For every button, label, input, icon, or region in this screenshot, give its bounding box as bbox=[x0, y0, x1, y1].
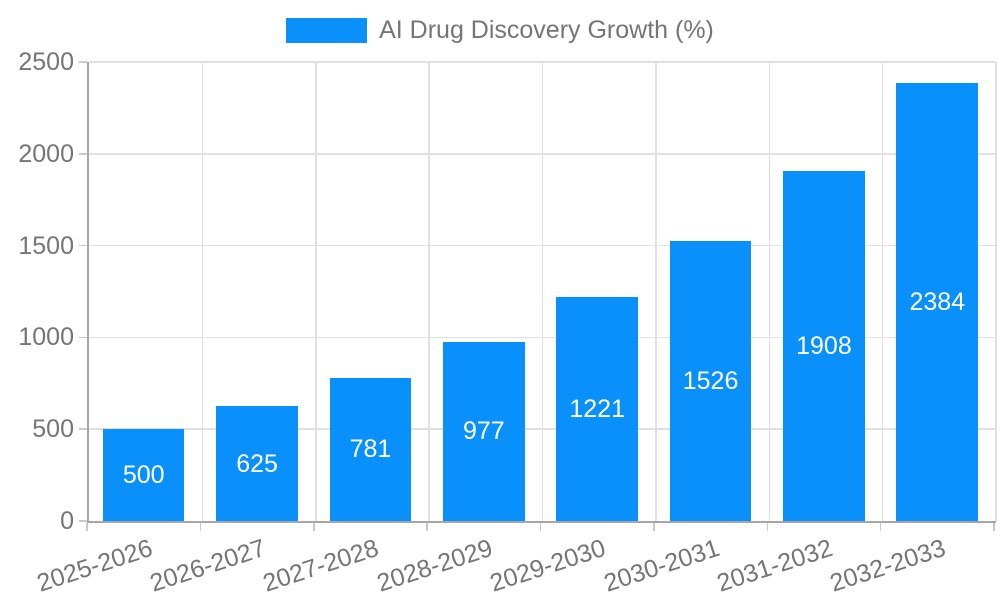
y-axis-tick-label: 0 bbox=[60, 507, 74, 535]
bar-value-label: 1221 bbox=[569, 394, 625, 423]
bar: 625 bbox=[216, 406, 298, 521]
bar: 2384 bbox=[896, 83, 979, 521]
y-tick-mark bbox=[79, 336, 87, 339]
x-gridline bbox=[201, 62, 204, 521]
x-gridline bbox=[995, 62, 997, 521]
x-tick-mark bbox=[539, 523, 542, 531]
legend-swatch bbox=[286, 17, 368, 43]
bar-value-label: 1908 bbox=[796, 331, 852, 360]
plot-area bbox=[87, 61, 997, 523]
y-tick-mark bbox=[79, 520, 87, 522]
x-gridline bbox=[768, 62, 770, 521]
x-gridline bbox=[655, 62, 657, 521]
bar-value-label: 781 bbox=[349, 435, 392, 464]
x-tick-mark bbox=[993, 523, 995, 531]
x-tick-mark bbox=[199, 523, 202, 531]
y-axis-tick-label: 2500 bbox=[18, 48, 74, 76]
x-gridline bbox=[315, 62, 317, 521]
y-tick-mark bbox=[79, 61, 87, 63]
x-tick-mark bbox=[879, 523, 882, 531]
y-axis-tick-label: 500 bbox=[32, 415, 74, 444]
bar: 977 bbox=[442, 341, 525, 521]
bar-value-label: 625 bbox=[236, 449, 278, 478]
y-tick-mark bbox=[79, 244, 87, 247]
bar-value-label: 1526 bbox=[682, 366, 739, 395]
x-gridline bbox=[881, 62, 884, 521]
y-axis-tick-label: 2000 bbox=[18, 139, 74, 168]
x-gridline bbox=[428, 62, 430, 521]
legend[interactable]: AI Drug Discovery Growth (%) bbox=[0, 15, 1000, 45]
x-gridline bbox=[541, 62, 544, 521]
y-tick-mark bbox=[79, 153, 87, 155]
x-tick-mark bbox=[313, 523, 315, 531]
y-axis-tick-label: 1500 bbox=[18, 231, 74, 260]
bar: 1908 bbox=[783, 170, 865, 521]
x-tick-mark bbox=[86, 523, 88, 531]
bar: 1221 bbox=[556, 296, 638, 521]
bar-value-label: 977 bbox=[462, 417, 505, 446]
y-axis-tick-label: 1000 bbox=[18, 323, 74, 352]
bar-value-label: 500 bbox=[122, 461, 165, 490]
x-tick-mark bbox=[653, 523, 655, 531]
x-tick-mark bbox=[766, 523, 768, 531]
bar: 500 bbox=[102, 429, 185, 521]
bar: 781 bbox=[329, 377, 412, 521]
bar: 1526 bbox=[669, 240, 752, 521]
y-tick-mark bbox=[79, 428, 87, 430]
x-tick-mark bbox=[426, 523, 428, 531]
legend-label: AI Drug Discovery Growth (%) bbox=[379, 16, 714, 44]
bar-value-label: 2384 bbox=[909, 288, 966, 317]
